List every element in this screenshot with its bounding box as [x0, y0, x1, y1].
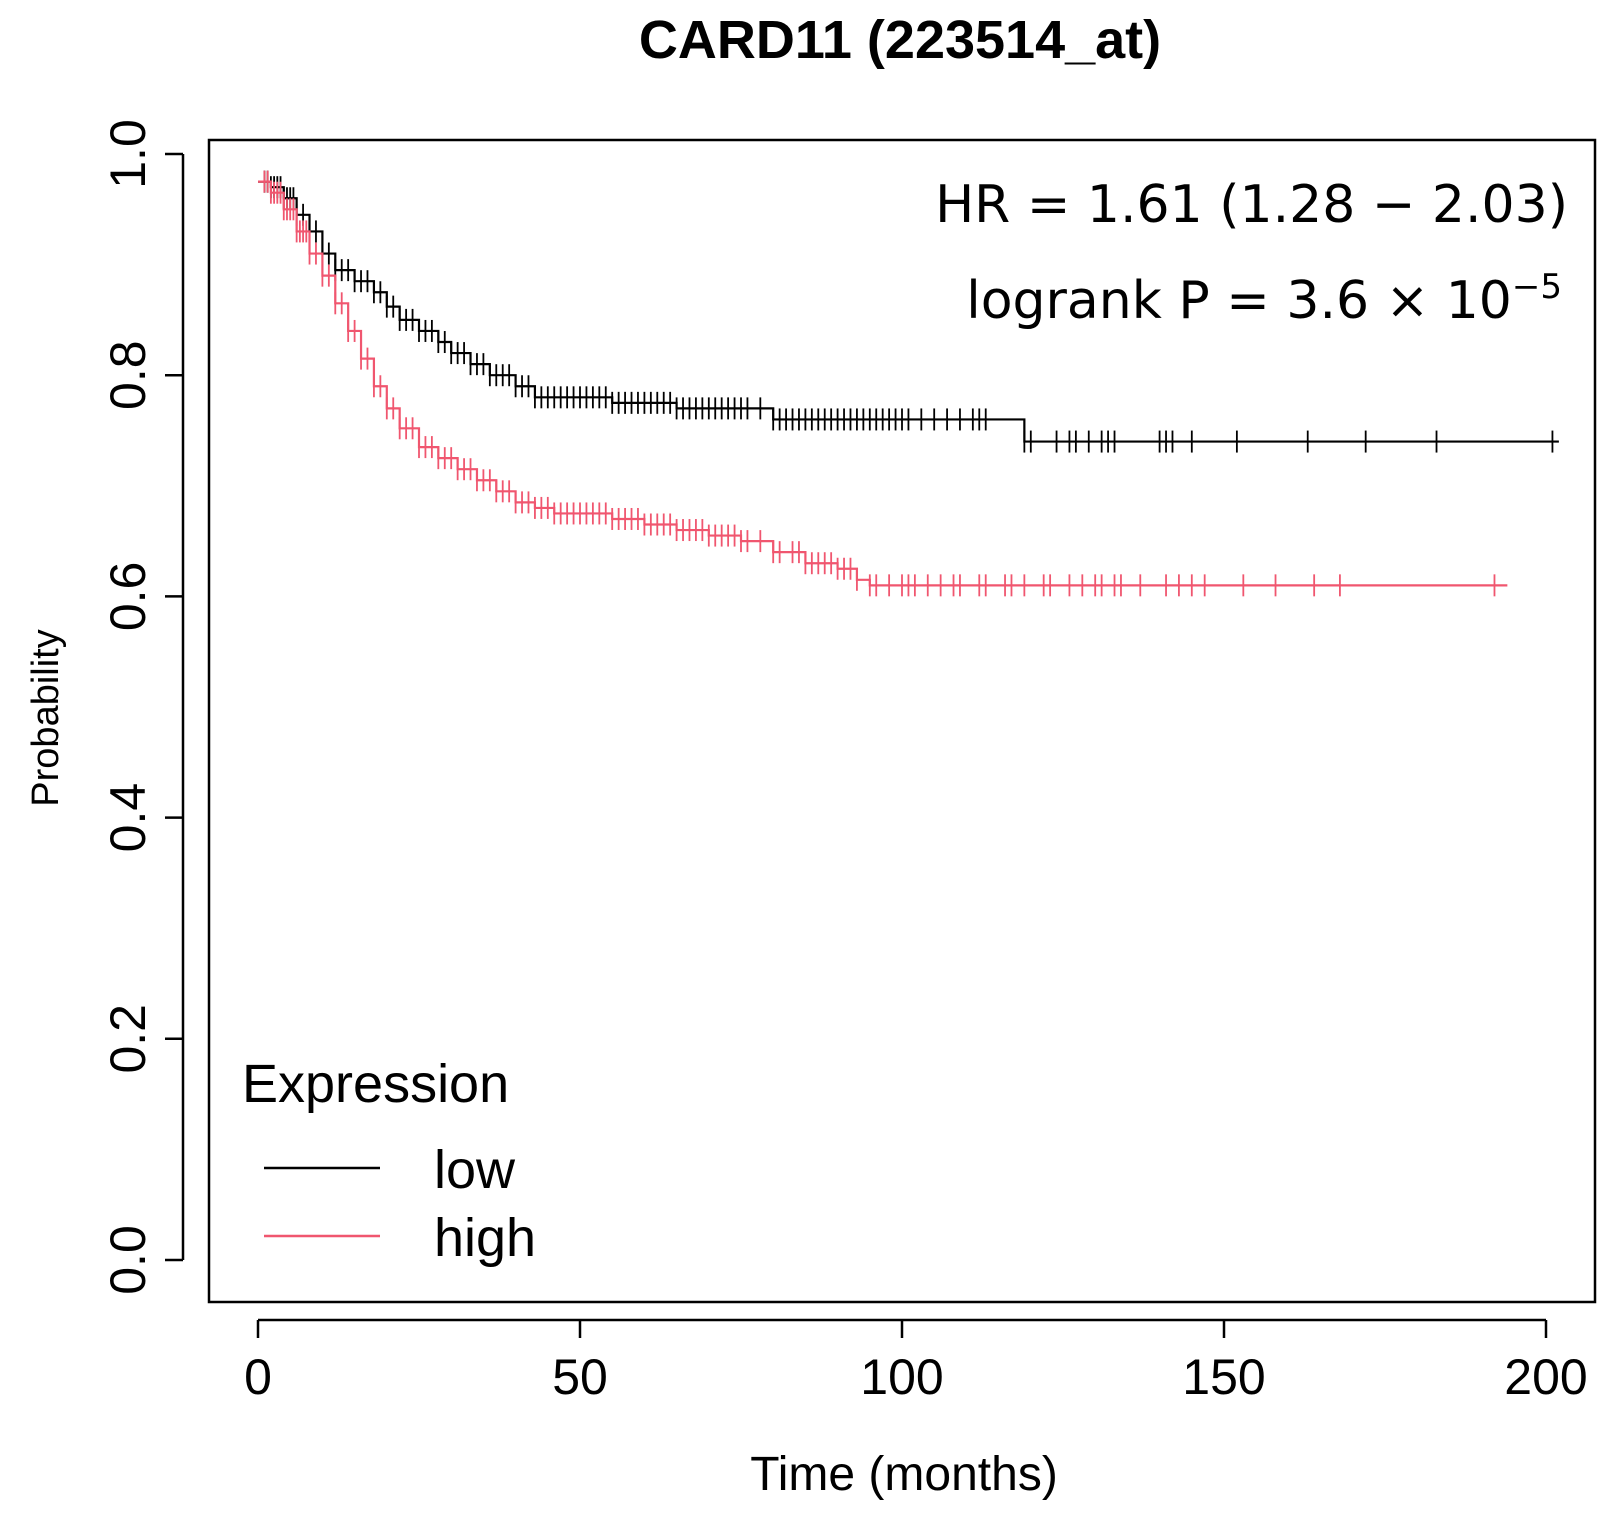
- y-axis-title: Probability: [25, 629, 67, 806]
- x-tick-label: 150: [1182, 1349, 1265, 1405]
- x-tick-label: 50: [552, 1349, 608, 1405]
- plot-frame: [207, 138, 1597, 1304]
- series-low: [258, 170, 1559, 453]
- x-tick-label: 100: [860, 1349, 943, 1405]
- chart-title: CARD11 (223514_at): [639, 10, 1161, 70]
- legend-label-low: low: [434, 1140, 516, 1200]
- y-tick-label: 0.4: [100, 783, 156, 853]
- y-tick-label: 1.0: [100, 119, 156, 189]
- y-tick-label: 0.0: [100, 1225, 156, 1295]
- hazard-ratio-annotation: HR = 1.61 (1.28 − 2.03): [935, 175, 1568, 235]
- series-high: [258, 170, 1508, 597]
- y-axis: 0.0 0.2 0.4 0.6 0.8 1.0: [100, 119, 185, 1295]
- x-axis-title: Time (months): [750, 1448, 1058, 1501]
- logrank-text: logrank P = 3.6 × 10: [966, 271, 1512, 331]
- survival-curve-high: [258, 180, 1508, 587]
- legend: Expression low high: [242, 1054, 536, 1268]
- x-axis: 0 50 100 150 200: [244, 1318, 1588, 1405]
- x-tick-label: 200: [1504, 1349, 1587, 1405]
- x-tick-label: 0: [244, 1349, 272, 1405]
- legend-title: Expression: [242, 1054, 509, 1114]
- y-tick-label: 0.2: [100, 1004, 156, 1074]
- y-tick-label: 0.8: [100, 340, 156, 410]
- logrank-annotation: logrank P = 3.6 × 10−5: [966, 267, 1562, 331]
- series-layer: [258, 170, 1559, 597]
- logrank-exponent: −5: [1512, 267, 1562, 307]
- y-tick-label: 0.6: [100, 562, 156, 632]
- legend-label-high: high: [434, 1208, 536, 1268]
